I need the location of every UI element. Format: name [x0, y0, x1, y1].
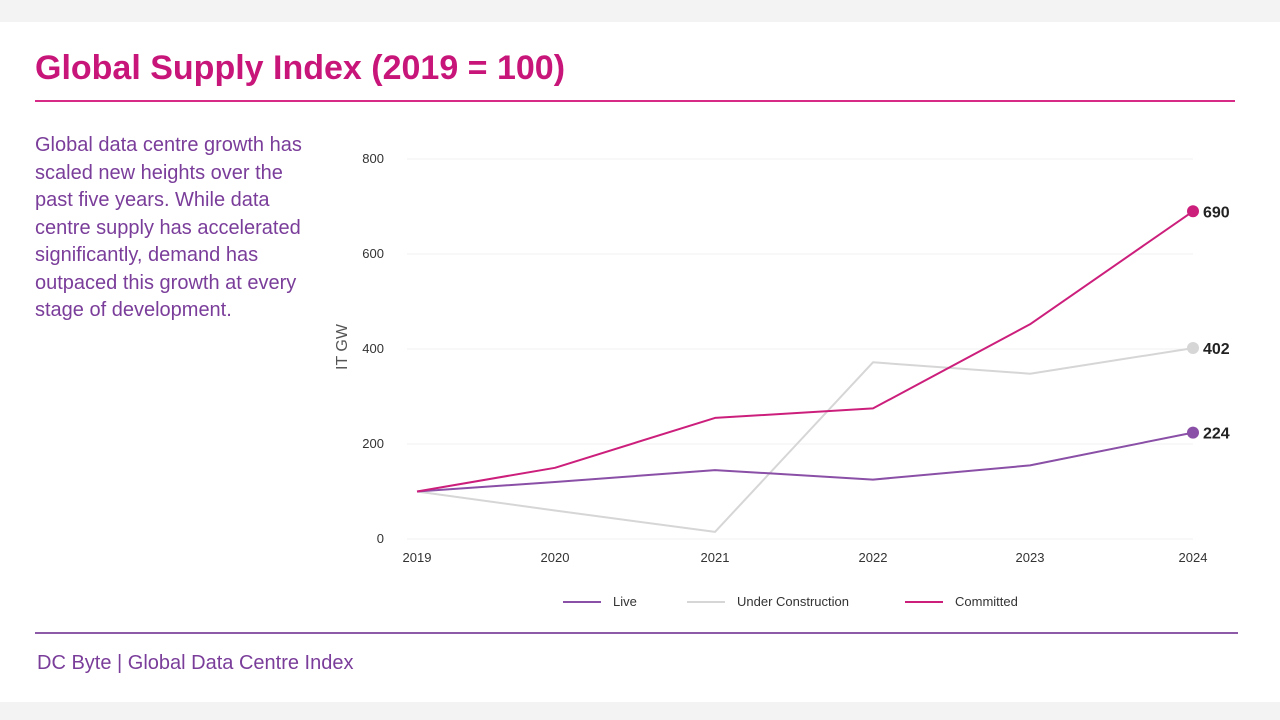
line-chart: 0 200 400 600 800 2019 2020 2021 2022 2023 2024 I… — [334, 151, 1230, 609]
end-label-under-construction: 402 — [1203, 341, 1230, 358]
x-axis-ticks: 2019 2020 2021 2022 2023 2024 — [403, 550, 1208, 565]
end-label-committed: 690 — [1203, 204, 1230, 221]
chart-series: 402 224 690 — [416, 204, 1230, 533]
series-line-under-construction — [416, 347, 1194, 533]
x-tick-label: 2021 — [701, 550, 730, 565]
y-tick-label: 200 — [362, 436, 384, 451]
x-tick-label: 2024 — [1179, 550, 1208, 565]
legend-label-committed: Committed — [955, 594, 1018, 609]
slide: Global Supply Index (2019 = 100) Global … — [0, 22, 1280, 702]
chart-legend: Live Under Construction Committed — [563, 594, 1018, 609]
y-axis-ticks: 0 200 400 600 800 — [362, 151, 384, 546]
y-tick-label: 600 — [362, 246, 384, 261]
description-text: Global data centre growth has scaled new… — [35, 134, 302, 321]
y-axis-title: IT GW — [334, 323, 351, 370]
legend-label-live: Live — [613, 594, 637, 609]
series-line-live — [416, 431, 1194, 493]
series-line-committed — [416, 210, 1194, 493]
end-marker-live — [1187, 426, 1199, 439]
y-tick-label: 400 — [362, 341, 384, 356]
footer-divider — [35, 632, 1238, 634]
y-tick-label: 0 — [377, 531, 384, 546]
x-tick-label: 2019 — [403, 550, 432, 565]
x-tick-label: 2022 — [859, 550, 888, 565]
end-label-live: 224 — [1203, 426, 1230, 443]
end-marker-under-construction — [1187, 342, 1199, 355]
legend-label-under-construction: Under Construction — [737, 594, 849, 609]
end-marker-committed — [1187, 205, 1199, 218]
footer-text: DC Byte | Global Data Centre Index — [37, 652, 354, 674]
chart-grid — [407, 158, 1193, 540]
page-title: Global Supply Index (2019 = 100) — [35, 49, 566, 87]
title-divider — [35, 100, 1235, 102]
y-tick-label: 800 — [362, 151, 384, 166]
x-tick-label: 2020 — [541, 550, 570, 565]
x-tick-label: 2023 — [1016, 550, 1045, 565]
